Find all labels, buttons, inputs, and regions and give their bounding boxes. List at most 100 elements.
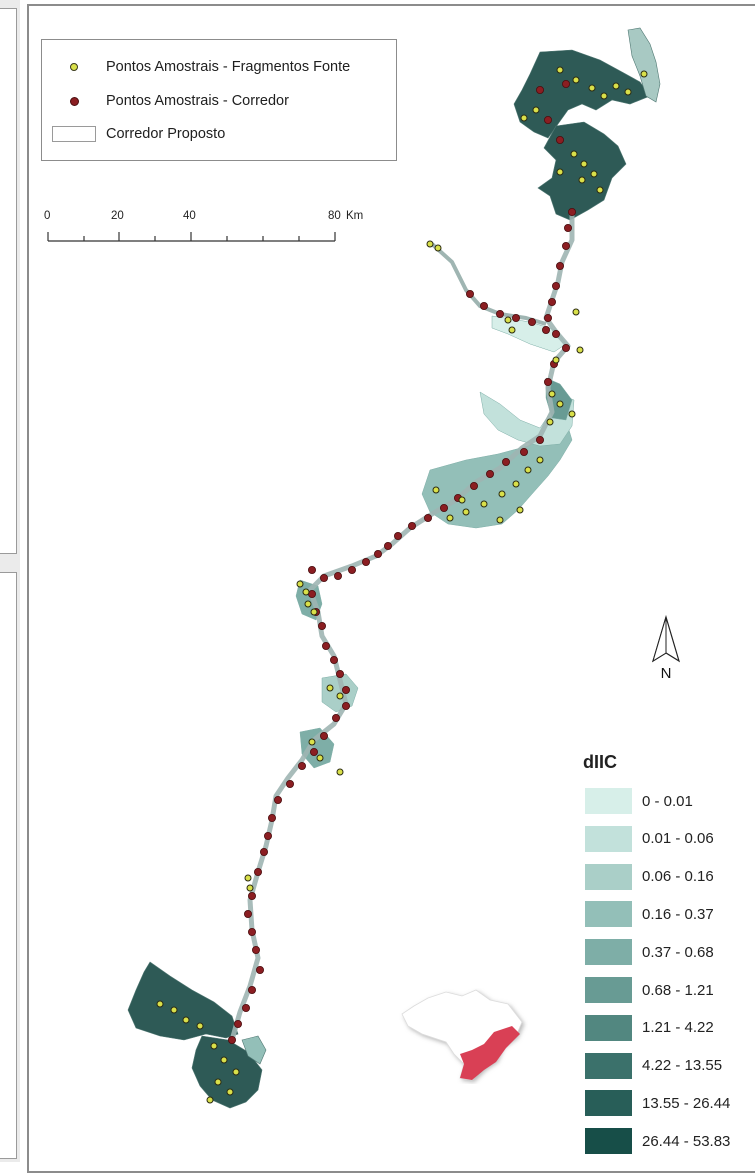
north-label: N bbox=[651, 665, 681, 682]
fonte-point bbox=[435, 245, 441, 251]
fonte-point bbox=[499, 491, 505, 497]
class-row: 1.21 - 4.22 bbox=[585, 1015, 714, 1041]
fonte-point bbox=[227, 1089, 233, 1095]
class-label: 4.22 - 13.55 bbox=[642, 1057, 722, 1074]
corredor-point bbox=[252, 946, 259, 953]
corredor-point bbox=[502, 458, 509, 465]
fragment-southwest bbox=[128, 962, 266, 1108]
white-rectangle-icon bbox=[52, 126, 96, 142]
class-row: 0 - 0.01 bbox=[585, 788, 693, 814]
class-swatch bbox=[585, 939, 632, 965]
fonte-point bbox=[525, 467, 531, 473]
fonte-point bbox=[215, 1079, 221, 1085]
fonte-point bbox=[557, 169, 563, 175]
class-swatch bbox=[585, 1053, 632, 1079]
corridor-branch bbox=[432, 244, 546, 324]
class-label: 0.16 - 0.37 bbox=[642, 906, 714, 923]
fonte-point bbox=[549, 391, 555, 397]
fonte-point bbox=[463, 509, 469, 515]
corredor-point bbox=[348, 566, 355, 573]
legend-item-corredor: Pontos Amostrais - Corredor bbox=[42, 91, 396, 111]
scale-bar-graphic bbox=[44, 210, 344, 250]
class-label: 0.68 - 1.21 bbox=[642, 982, 714, 999]
north-arrow-icon bbox=[651, 615, 681, 665]
class-row: 0.37 - 0.68 bbox=[585, 939, 714, 965]
corredor-point bbox=[268, 814, 275, 821]
legend-item-corredor-proposto: Corredor Proposto bbox=[42, 124, 396, 144]
fonte-point bbox=[309, 739, 315, 745]
fonte-point bbox=[497, 517, 503, 523]
fonte-point bbox=[613, 83, 619, 89]
fonte-point bbox=[197, 1023, 203, 1029]
fonte-point bbox=[579, 177, 585, 183]
fonte-point bbox=[601, 93, 607, 99]
fonte-point bbox=[505, 317, 511, 323]
fonte-point bbox=[569, 411, 575, 417]
fonte-point bbox=[553, 357, 559, 363]
corredor-point bbox=[308, 566, 315, 573]
fonte-point bbox=[317, 755, 323, 761]
corredor-point bbox=[384, 542, 391, 549]
fonte-point bbox=[247, 885, 253, 891]
fonte-point bbox=[557, 401, 563, 407]
class-label: 1.21 - 4.22 bbox=[642, 1019, 714, 1036]
fonte-point bbox=[427, 241, 433, 247]
fonte-point bbox=[337, 769, 343, 775]
corredor-point bbox=[486, 470, 493, 477]
fonte-point bbox=[641, 71, 647, 77]
corredor-point bbox=[470, 482, 477, 489]
corredor-point bbox=[536, 86, 543, 93]
class-label: 13.55 - 26.44 bbox=[642, 1095, 730, 1112]
corredor-point bbox=[374, 550, 381, 557]
fonte-point bbox=[297, 581, 303, 587]
fonte-point bbox=[517, 507, 523, 513]
corredor-point bbox=[556, 136, 563, 143]
corredor-point bbox=[310, 748, 317, 755]
class-label: 0 - 0.01 bbox=[642, 793, 693, 810]
class-row: 26.44 - 53.83 bbox=[585, 1128, 730, 1154]
corredor-point bbox=[424, 514, 431, 521]
class-row: 4.22 - 13.55 bbox=[585, 1053, 722, 1079]
corredor-point bbox=[552, 330, 559, 337]
fonte-point bbox=[577, 347, 583, 353]
fonte-point bbox=[581, 161, 587, 167]
class-row: 0.06 - 0.16 bbox=[585, 864, 714, 890]
fonte-point bbox=[481, 501, 487, 507]
class-swatch bbox=[585, 1015, 632, 1041]
class-label: 0.01 - 0.06 bbox=[642, 830, 714, 847]
fonte-point bbox=[433, 487, 439, 493]
corredor-point bbox=[254, 868, 261, 875]
corredor-point bbox=[568, 208, 575, 215]
corredor-point bbox=[318, 622, 325, 629]
fonte-point bbox=[447, 515, 453, 521]
corredor-point bbox=[334, 572, 341, 579]
corredor-point bbox=[242, 1004, 249, 1011]
corredor-point bbox=[332, 714, 339, 721]
corredor-point bbox=[544, 378, 551, 385]
class-row: 13.55 - 26.44 bbox=[585, 1090, 730, 1116]
fonte-point bbox=[337, 693, 343, 699]
corredor-point bbox=[274, 796, 281, 803]
corredor-point bbox=[548, 298, 555, 305]
class-swatch bbox=[585, 826, 632, 852]
fonte-point bbox=[589, 85, 595, 91]
corredor-point bbox=[466, 290, 473, 297]
fonte-point bbox=[513, 481, 519, 487]
brazil-inset-icon bbox=[398, 988, 528, 1084]
corredor-point bbox=[308, 590, 315, 597]
fonte-point bbox=[233, 1069, 239, 1075]
class-label: 26.44 - 53.83 bbox=[642, 1133, 730, 1150]
fonte-point bbox=[157, 1001, 163, 1007]
fonte-point bbox=[557, 67, 563, 73]
corredor-point bbox=[520, 448, 527, 455]
fonte-point bbox=[597, 187, 603, 193]
corredor-point bbox=[440, 504, 447, 511]
corredor-point bbox=[552, 282, 559, 289]
corredor-point bbox=[536, 436, 543, 443]
corredor-point bbox=[244, 910, 251, 917]
north-arrow: N bbox=[651, 615, 681, 685]
fonte-point bbox=[521, 115, 527, 121]
inset-map bbox=[398, 988, 528, 1084]
corredor-point bbox=[556, 262, 563, 269]
fonte-point bbox=[573, 309, 579, 315]
